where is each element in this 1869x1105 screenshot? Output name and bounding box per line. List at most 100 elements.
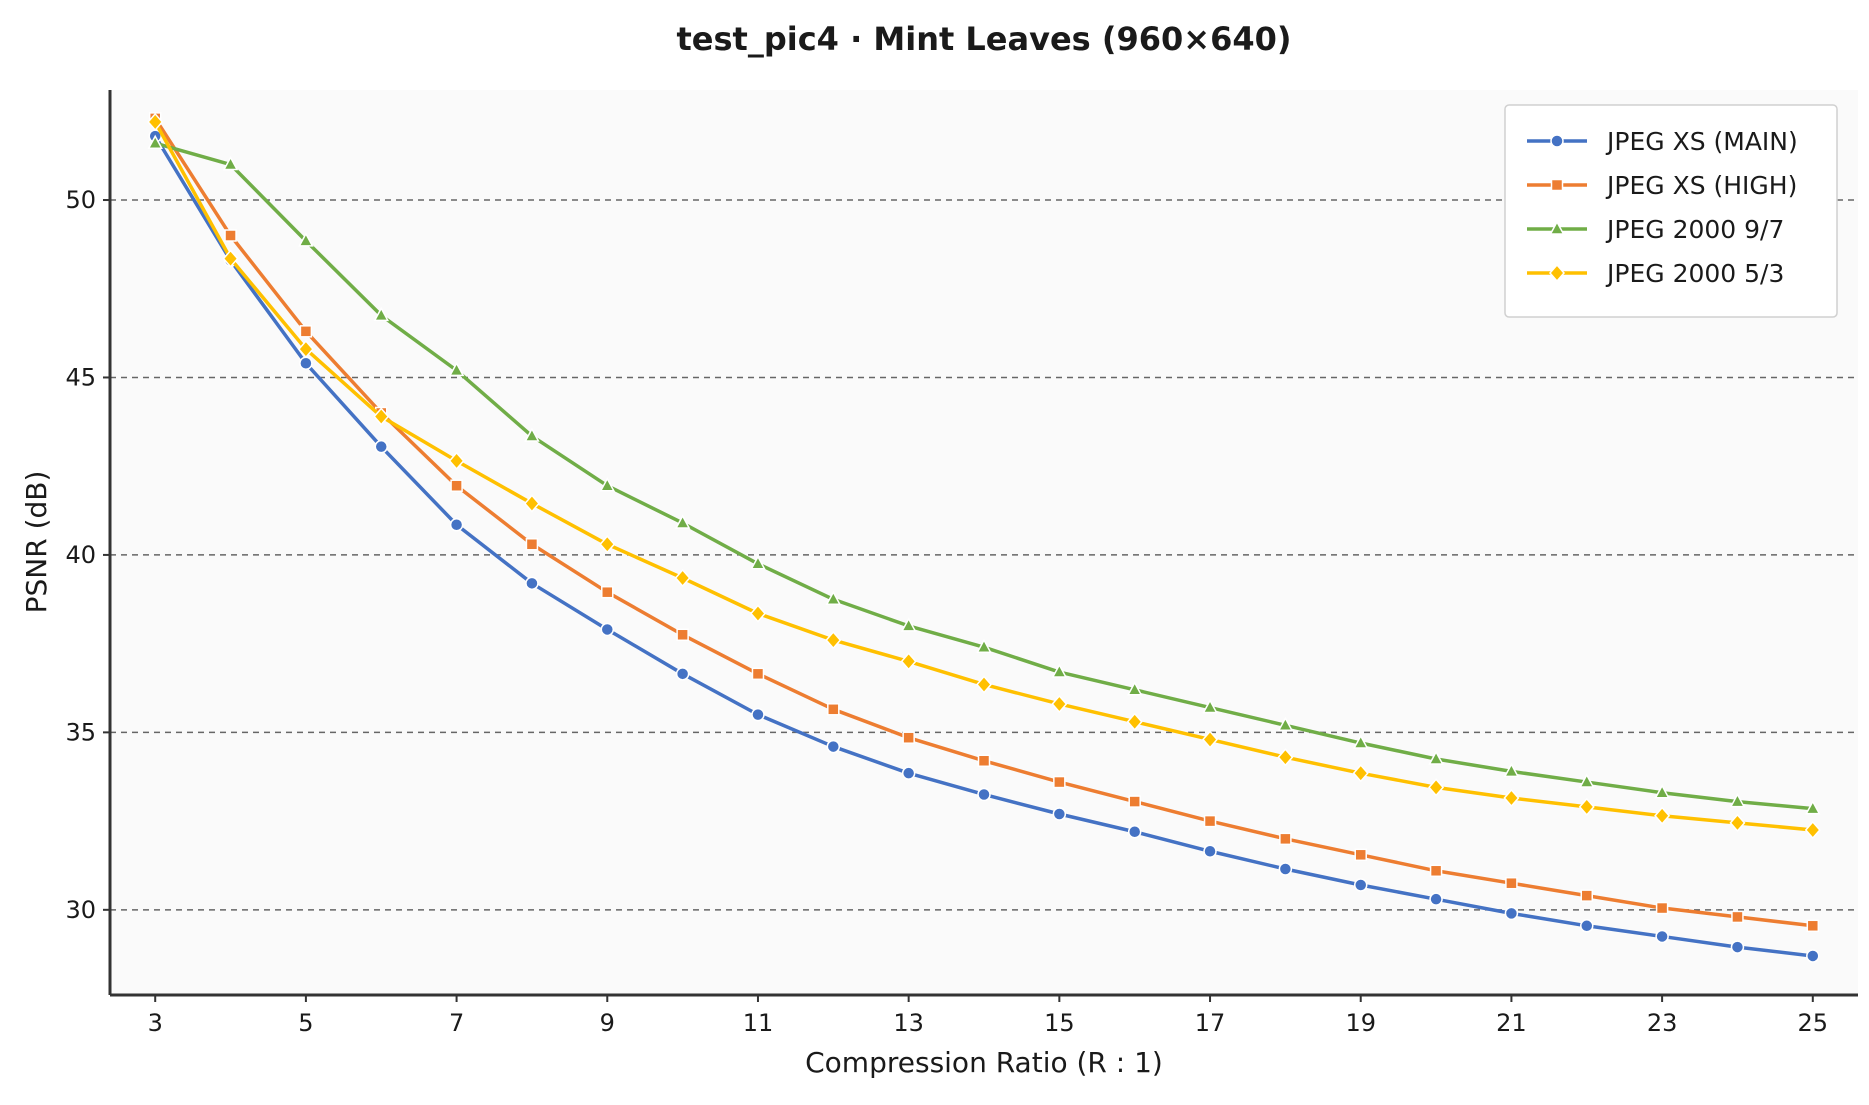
data-point — [977, 754, 991, 768]
y-tick-label: 50 — [65, 186, 96, 214]
data-point — [299, 325, 313, 338]
data-point — [374, 439, 388, 454]
data-point — [900, 617, 917, 632]
data-point — [448, 361, 465, 377]
data-point — [1428, 750, 1444, 765]
data-point — [751, 707, 765, 722]
y-tick-label: 30 — [65, 896, 96, 924]
data-point — [1731, 910, 1744, 924]
x-tick-label: 7 — [449, 1009, 464, 1037]
data-point — [1729, 793, 1746, 808]
data-point — [977, 787, 991, 802]
x-tick-label: 15 — [1044, 1009, 1075, 1037]
data-point — [1655, 929, 1669, 944]
data-point — [976, 638, 992, 653]
data-point — [750, 555, 766, 570]
legend-marker — [1549, 263, 1565, 283]
data-point — [674, 568, 691, 588]
data-point — [1806, 949, 1820, 963]
data-point — [1504, 906, 1519, 921]
x-tick-label: 13 — [893, 1009, 924, 1037]
data-point — [902, 731, 915, 744]
y-tick-label: 35 — [65, 718, 96, 746]
data-point — [1277, 716, 1294, 732]
data-point — [825, 630, 842, 650]
data-point — [1429, 892, 1443, 906]
legend-marker — [1550, 134, 1564, 148]
data-point — [675, 667, 690, 681]
data-point — [222, 249, 239, 268]
legend-label: JPEG XS (HIGH) — [1605, 171, 1797, 200]
data-point — [1655, 901, 1669, 915]
series-3 — [147, 112, 1821, 840]
chart-title: test_pic4 · Mint Leaves (960×640) — [676, 20, 1291, 58]
x-tick-label: 11 — [743, 1009, 774, 1037]
data-point — [1126, 712, 1143, 731]
legend-item: JPEG XS (HIGH) — [1527, 171, 1797, 200]
data-point — [1806, 919, 1820, 933]
x-tick-label: 3 — [148, 1009, 163, 1037]
data-point — [826, 739, 841, 754]
data-point — [676, 628, 689, 642]
legend-item: JPEG 2000 5/3 — [1527, 259, 1784, 288]
data-point — [1278, 862, 1293, 876]
data-point — [1279, 832, 1292, 846]
data-point — [524, 427, 540, 442]
data-point — [1503, 788, 1520, 808]
data-point — [1578, 797, 1595, 817]
legend-box — [1504, 104, 1838, 318]
data-point — [1354, 848, 1367, 862]
data-point — [449, 518, 464, 532]
data-point — [1503, 762, 1520, 778]
x-tick-label: 17 — [1195, 1009, 1226, 1037]
data-point — [1580, 889, 1594, 902]
data-point — [1127, 824, 1142, 839]
grid-layer — [110, 199, 1858, 911]
data-point — [1428, 778, 1445, 797]
data-point — [1353, 878, 1368, 892]
legend-label: JPEG 2000 5/3 — [1605, 259, 1784, 288]
legend-marker — [1549, 220, 1565, 235]
data-point — [1277, 748, 1294, 767]
series-layer — [147, 112, 1821, 963]
data-point — [751, 667, 765, 681]
data-point — [825, 590, 842, 606]
data-point — [298, 232, 314, 247]
data-point — [147, 134, 163, 149]
data-point — [1052, 807, 1067, 821]
data-point — [297, 339, 314, 359]
data-point — [1051, 694, 1068, 714]
x-tick-label: 5 — [298, 1009, 313, 1037]
data-point — [525, 538, 539, 551]
data-point — [1505, 876, 1518, 890]
data-point — [448, 451, 465, 471]
data-point — [147, 112, 164, 132]
data-point — [523, 494, 540, 513]
data-point — [749, 604, 766, 623]
legend: JPEG XS (MAIN) JPEG XS (HIGH) JPEG 2000 9/… — [1504, 104, 1838, 318]
data-point — [1053, 775, 1066, 789]
data-point — [600, 622, 615, 637]
data-point — [1203, 814, 1217, 828]
legend-label: JPEG XS (MAIN) — [1605, 127, 1798, 156]
data-point — [299, 356, 313, 371]
y-axis-label: PSNR (dB) — [20, 471, 53, 614]
data-point — [1429, 864, 1443, 878]
legend-item: JPEG 2000 9/7 — [1527, 215, 1784, 244]
x-tick-label: 9 — [600, 1009, 615, 1037]
axes-layer — [108, 90, 1858, 997]
data-point — [373, 306, 390, 322]
x-tick-label: 23 — [1647, 1009, 1678, 1037]
data-point — [1203, 844, 1217, 859]
data-point — [1730, 940, 1745, 954]
data-point — [1654, 806, 1671, 825]
series-2 — [147, 134, 1821, 815]
data-point — [1729, 813, 1746, 833]
data-point — [1578, 773, 1595, 788]
legend-label: JPEG 2000 9/7 — [1605, 215, 1784, 244]
data-point — [1202, 730, 1219, 749]
data-point — [1051, 663, 1068, 678]
legend-item: JPEG XS (MAIN) — [1527, 127, 1798, 156]
